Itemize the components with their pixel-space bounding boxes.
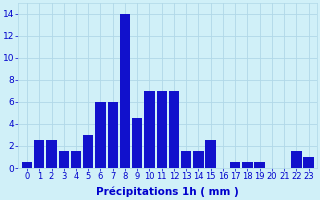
Bar: [132, 118, 142, 168]
Bar: [303, 157, 314, 168]
Bar: [156, 91, 167, 168]
Bar: [108, 102, 118, 168]
Bar: [291, 151, 302, 168]
Bar: [46, 140, 57, 168]
Bar: [71, 151, 81, 168]
Bar: [242, 162, 252, 168]
Bar: [193, 151, 204, 168]
Bar: [59, 151, 69, 168]
Bar: [230, 162, 240, 168]
Bar: [181, 151, 191, 168]
Bar: [95, 102, 106, 168]
Bar: [83, 135, 93, 168]
Bar: [205, 140, 216, 168]
Bar: [169, 91, 179, 168]
X-axis label: Précipitations 1h ( mm ): Précipitations 1h ( mm ): [96, 187, 239, 197]
Bar: [254, 162, 265, 168]
Bar: [144, 91, 155, 168]
Bar: [120, 14, 130, 168]
Bar: [34, 140, 44, 168]
Bar: [22, 162, 32, 168]
